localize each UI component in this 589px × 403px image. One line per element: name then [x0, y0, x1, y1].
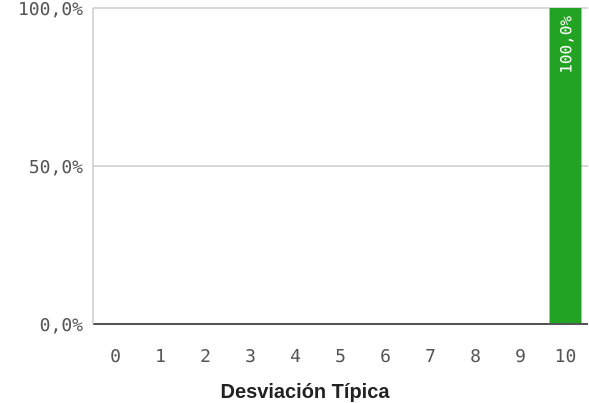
bars: 100,0%	[549, 8, 582, 324]
x-tick-label: 9	[515, 346, 526, 367]
x-tick-label: 4	[290, 346, 301, 367]
y-tick-label: 100,0%	[18, 0, 83, 20]
y-tick-label: 50,0%	[29, 157, 83, 178]
y-tick-labels: 0,0% 50,0% 100,0%	[18, 0, 83, 336]
x-tick-label: 2	[200, 346, 211, 367]
bar-data-label: 100,0%	[557, 16, 576, 74]
x-tick-labels: 0 1 2 3 4 5 6 7 8 9 10	[110, 346, 576, 367]
x-tick-label: 10	[555, 346, 577, 367]
x-axis-title: Desviación Típica	[221, 381, 391, 403]
x-tick-label: 3	[245, 346, 256, 367]
x-tick-label: 6	[380, 346, 391, 367]
x-tick-label: 5	[335, 346, 346, 367]
y-tick-label: 0,0%	[40, 315, 84, 336]
grid-lines	[93, 7, 588, 167]
bar	[549, 8, 582, 324]
x-tick-label: 7	[425, 346, 436, 367]
x-tick-label: 0	[110, 346, 121, 367]
x-tick-label: 8	[470, 346, 481, 367]
x-tick-label: 1	[155, 346, 166, 367]
